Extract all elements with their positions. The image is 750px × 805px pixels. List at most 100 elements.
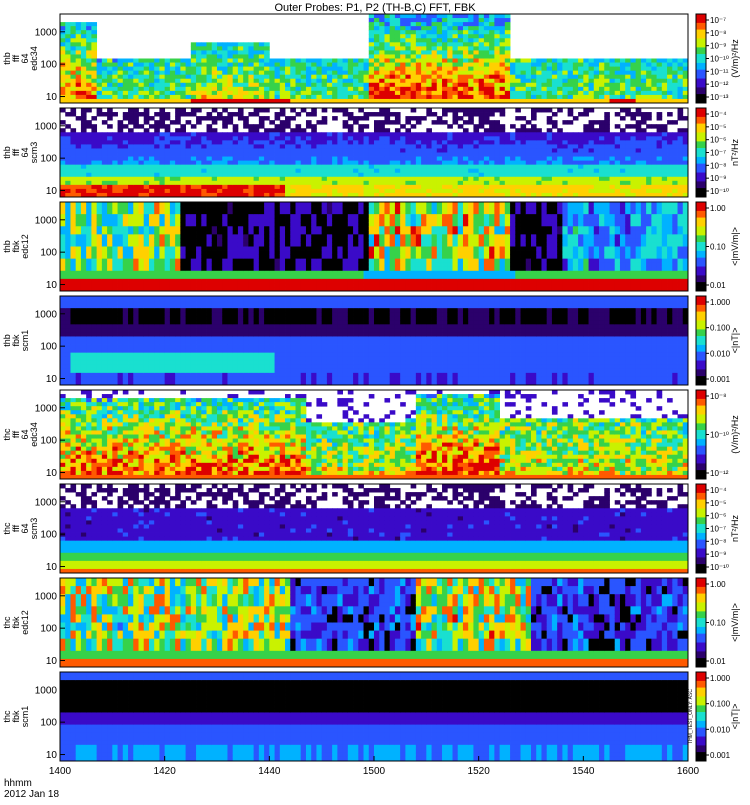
heatmap-cell (91, 144, 97, 148)
heatmap-cell (86, 181, 92, 185)
heatmap-cell (484, 14, 490, 18)
heatmap-cell (636, 71, 642, 75)
heatmap-cell (468, 153, 474, 157)
heatmap-cell (332, 83, 338, 87)
heatmap-cell (442, 67, 448, 71)
heatmap-cell (186, 67, 192, 71)
heatmap-cell (599, 169, 605, 173)
heatmap-cell (384, 46, 390, 50)
heatmap-cell (615, 83, 621, 87)
heatmap-cell (405, 67, 411, 71)
heatmap-cell (615, 157, 621, 161)
heatmap-cell (112, 144, 118, 148)
heatmap-cell (180, 153, 186, 157)
heatmap-cell (615, 67, 621, 71)
heatmap-cell (505, 71, 511, 75)
heatmap-cell (437, 71, 443, 75)
heatmap-cells (60, 108, 688, 197)
heatmap-cell (296, 136, 302, 140)
heatmap-cell (578, 169, 584, 173)
heatmap-cell (463, 169, 469, 173)
heatmap-cell (405, 95, 411, 99)
heatmap-cell (646, 185, 652, 189)
heatmap-cell (65, 222, 71, 226)
heatmap-cell (510, 185, 516, 189)
heatmap-cell (154, 157, 160, 161)
heatmap-cell (332, 59, 338, 63)
heatmap-cell (133, 226, 139, 230)
heatmap-cell (662, 173, 668, 177)
heatmap-cell (60, 91, 66, 95)
heatmap-cell (165, 267, 171, 271)
heatmap-cell (432, 153, 438, 157)
heatmap-cell (227, 242, 233, 246)
heatmap-cell (86, 136, 92, 140)
heatmap-cell (107, 230, 113, 234)
heatmap-cell (149, 165, 155, 169)
heatmap-cell (374, 54, 380, 58)
heatmap-cell (196, 91, 202, 95)
heatmap-cell (526, 169, 532, 173)
heatmap-cell (81, 91, 87, 95)
heatmap-cell (175, 75, 181, 79)
heatmap-cell (374, 148, 380, 152)
heatmap-cell (107, 148, 113, 152)
heatmap-cell (594, 161, 600, 165)
heatmap-cell (672, 83, 678, 87)
heatmap-cell (620, 132, 626, 136)
heatmap-cell (379, 71, 385, 75)
heatmap-cell (70, 26, 76, 30)
heatmap-cell (112, 161, 118, 165)
heatmap-cell (201, 95, 207, 99)
heatmap-cell (254, 124, 260, 128)
heatmap-cell (149, 226, 155, 230)
heatmap-cell (573, 173, 579, 177)
heatmap-cell (610, 185, 616, 189)
heatmap-cell (191, 234, 197, 238)
heatmap-cell (296, 153, 302, 157)
heatmap-cell (489, 112, 495, 116)
heatmap-cell (484, 26, 490, 30)
heatmap-cell (149, 140, 155, 144)
heatmap-cell (144, 71, 150, 75)
heatmap-cell (118, 275, 124, 279)
heatmap-cell (81, 112, 87, 116)
heatmap-cell (343, 63, 349, 67)
heatmap-cell (102, 218, 108, 222)
heatmap-cell (149, 153, 155, 157)
heatmap-cell (97, 95, 103, 99)
heatmap-cell (322, 161, 328, 165)
heatmap-cell (118, 95, 124, 99)
heatmap-cell (672, 140, 678, 144)
heatmap-cell (165, 124, 171, 128)
heatmap-cell (248, 206, 254, 210)
heatmap-cell (86, 79, 92, 83)
heatmap-cell (636, 189, 642, 193)
heatmap-cell (269, 136, 275, 140)
heatmap-cell (154, 279, 160, 283)
heatmap-cell (500, 177, 506, 181)
heatmap-cell (149, 67, 155, 71)
heatmap-cell (217, 230, 223, 234)
heatmap-cell (557, 181, 563, 185)
heatmap-cell (180, 177, 186, 181)
heatmap-cell (630, 157, 636, 161)
heatmap-cell (91, 59, 97, 63)
heatmap-cell (364, 95, 370, 99)
heatmap-cell (662, 157, 668, 161)
heatmap-cell (458, 79, 464, 83)
heatmap-cell (233, 112, 239, 116)
heatmap-cell (227, 189, 233, 193)
heatmap-cell (165, 79, 171, 83)
heatmap-cell (578, 63, 584, 67)
heatmap-cell (568, 173, 574, 177)
heatmap-cell (405, 79, 411, 83)
heatmap-cell (102, 275, 108, 279)
heatmap-cell (369, 83, 375, 87)
heatmap-cell (411, 46, 417, 50)
heatmap-cell (70, 87, 76, 91)
heatmap-cell (379, 22, 385, 26)
heatmap-cells (60, 202, 688, 291)
heatmap-cell (421, 38, 427, 42)
heatmap-cell (494, 22, 500, 26)
